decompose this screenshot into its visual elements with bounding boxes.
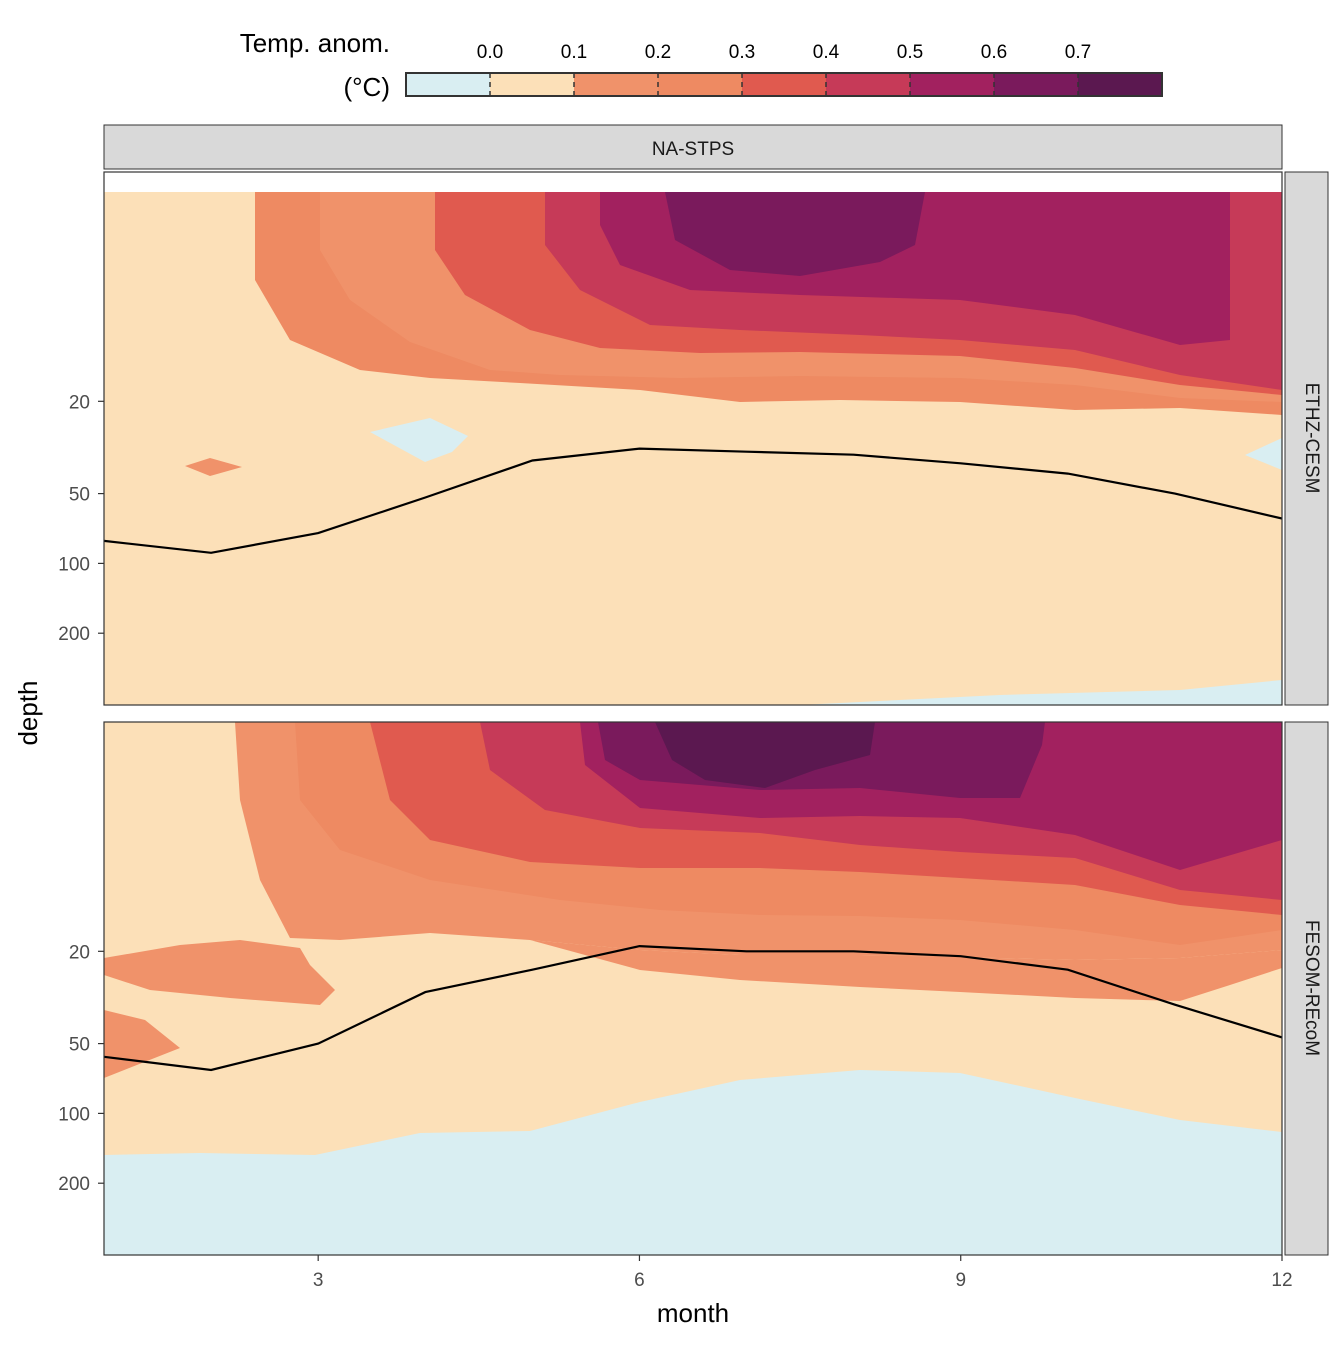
legend-swatch [742,73,826,96]
y-tick-label: 100 [58,554,90,575]
y-tick-label: 200 [58,624,90,645]
panel-ethz-cesm-contours [104,192,1282,705]
legend-break-label: 0.5 [897,42,923,63]
legend-title-line1: Temp. anom. [240,28,390,58]
legend-swatch [490,73,574,96]
legend-frame [405,72,1163,97]
y-axis-bottom: 20 50 100 200 [58,942,104,1195]
y-axis-title: depth [13,680,43,745]
legend-break-label: 0.3 [729,42,755,63]
y-tick-label: 20 [69,392,90,413]
facet-strip-right-ethz: ETHZ-CESM [1284,171,1329,706]
legend-break-label: 0.0 [477,42,503,63]
y-axis-top: 20 50 100 200 [58,392,104,645]
legend-break-label: 0.1 [561,42,587,63]
x-axis: 3 6 9 12 [313,1255,1293,1291]
legend-labels: 0.0 0.1 0.2 0.3 0.4 0.5 0.6 0.7 [477,42,1091,63]
y-tick-label: 200 [58,1174,90,1195]
legend: Temp. anom. (°C) 0.0 0.1 0.2 0.3 0.4 0.5 0.6 0.… [240,28,1163,102]
x-tick-label: 6 [634,1270,645,1291]
legend-break-label: 0.4 [813,42,840,63]
facet-strip-top: NA-STPS [103,124,1283,170]
legend-break-label: 0.6 [981,42,1007,63]
y-tick-label: 20 [69,942,90,963]
x-tick-label: 12 [1271,1270,1292,1291]
y-tick-label: 50 [69,1035,90,1056]
legend-swatch [1078,73,1162,96]
panel-fesom-recom: FESOM-REcoM [103,721,1329,1256]
legend-break-label: 0.2 [645,42,671,63]
legend-swatches [405,72,1163,97]
panel-ethz-cesm: ETHZ-CESM [103,171,1329,706]
legend-title-line2: (°C) [344,72,391,102]
legend-swatch [658,73,742,96]
legend-swatch [826,73,910,96]
facet-strip-label-ethz-cesm: ETHZ-CESM [1301,383,1322,494]
facet-strip-label-fesom-recom: FESOM-REcoM [1301,920,1322,1056]
y-tick-label: 50 [69,485,90,506]
legend-swatch [406,73,490,96]
x-axis-title: month [657,1298,729,1328]
legend-break-label: 0.7 [1065,42,1091,63]
x-tick-label: 9 [955,1270,966,1291]
legend-swatch [910,73,994,96]
mld-line-ethz-cesm [104,447,1282,554]
legend-swatch [994,73,1078,96]
facet-strip-right-fesom: FESOM-REcoM [1284,721,1329,1256]
legend-swatch [574,73,658,96]
facet-strip-top-label: NA-STPS [652,139,734,160]
panel-fesom-recom-contours [104,722,1282,1255]
y-tick-label: 100 [58,1104,90,1125]
x-tick-label: 3 [313,1270,324,1291]
mld-line-fesom-recom [104,944,1282,1072]
